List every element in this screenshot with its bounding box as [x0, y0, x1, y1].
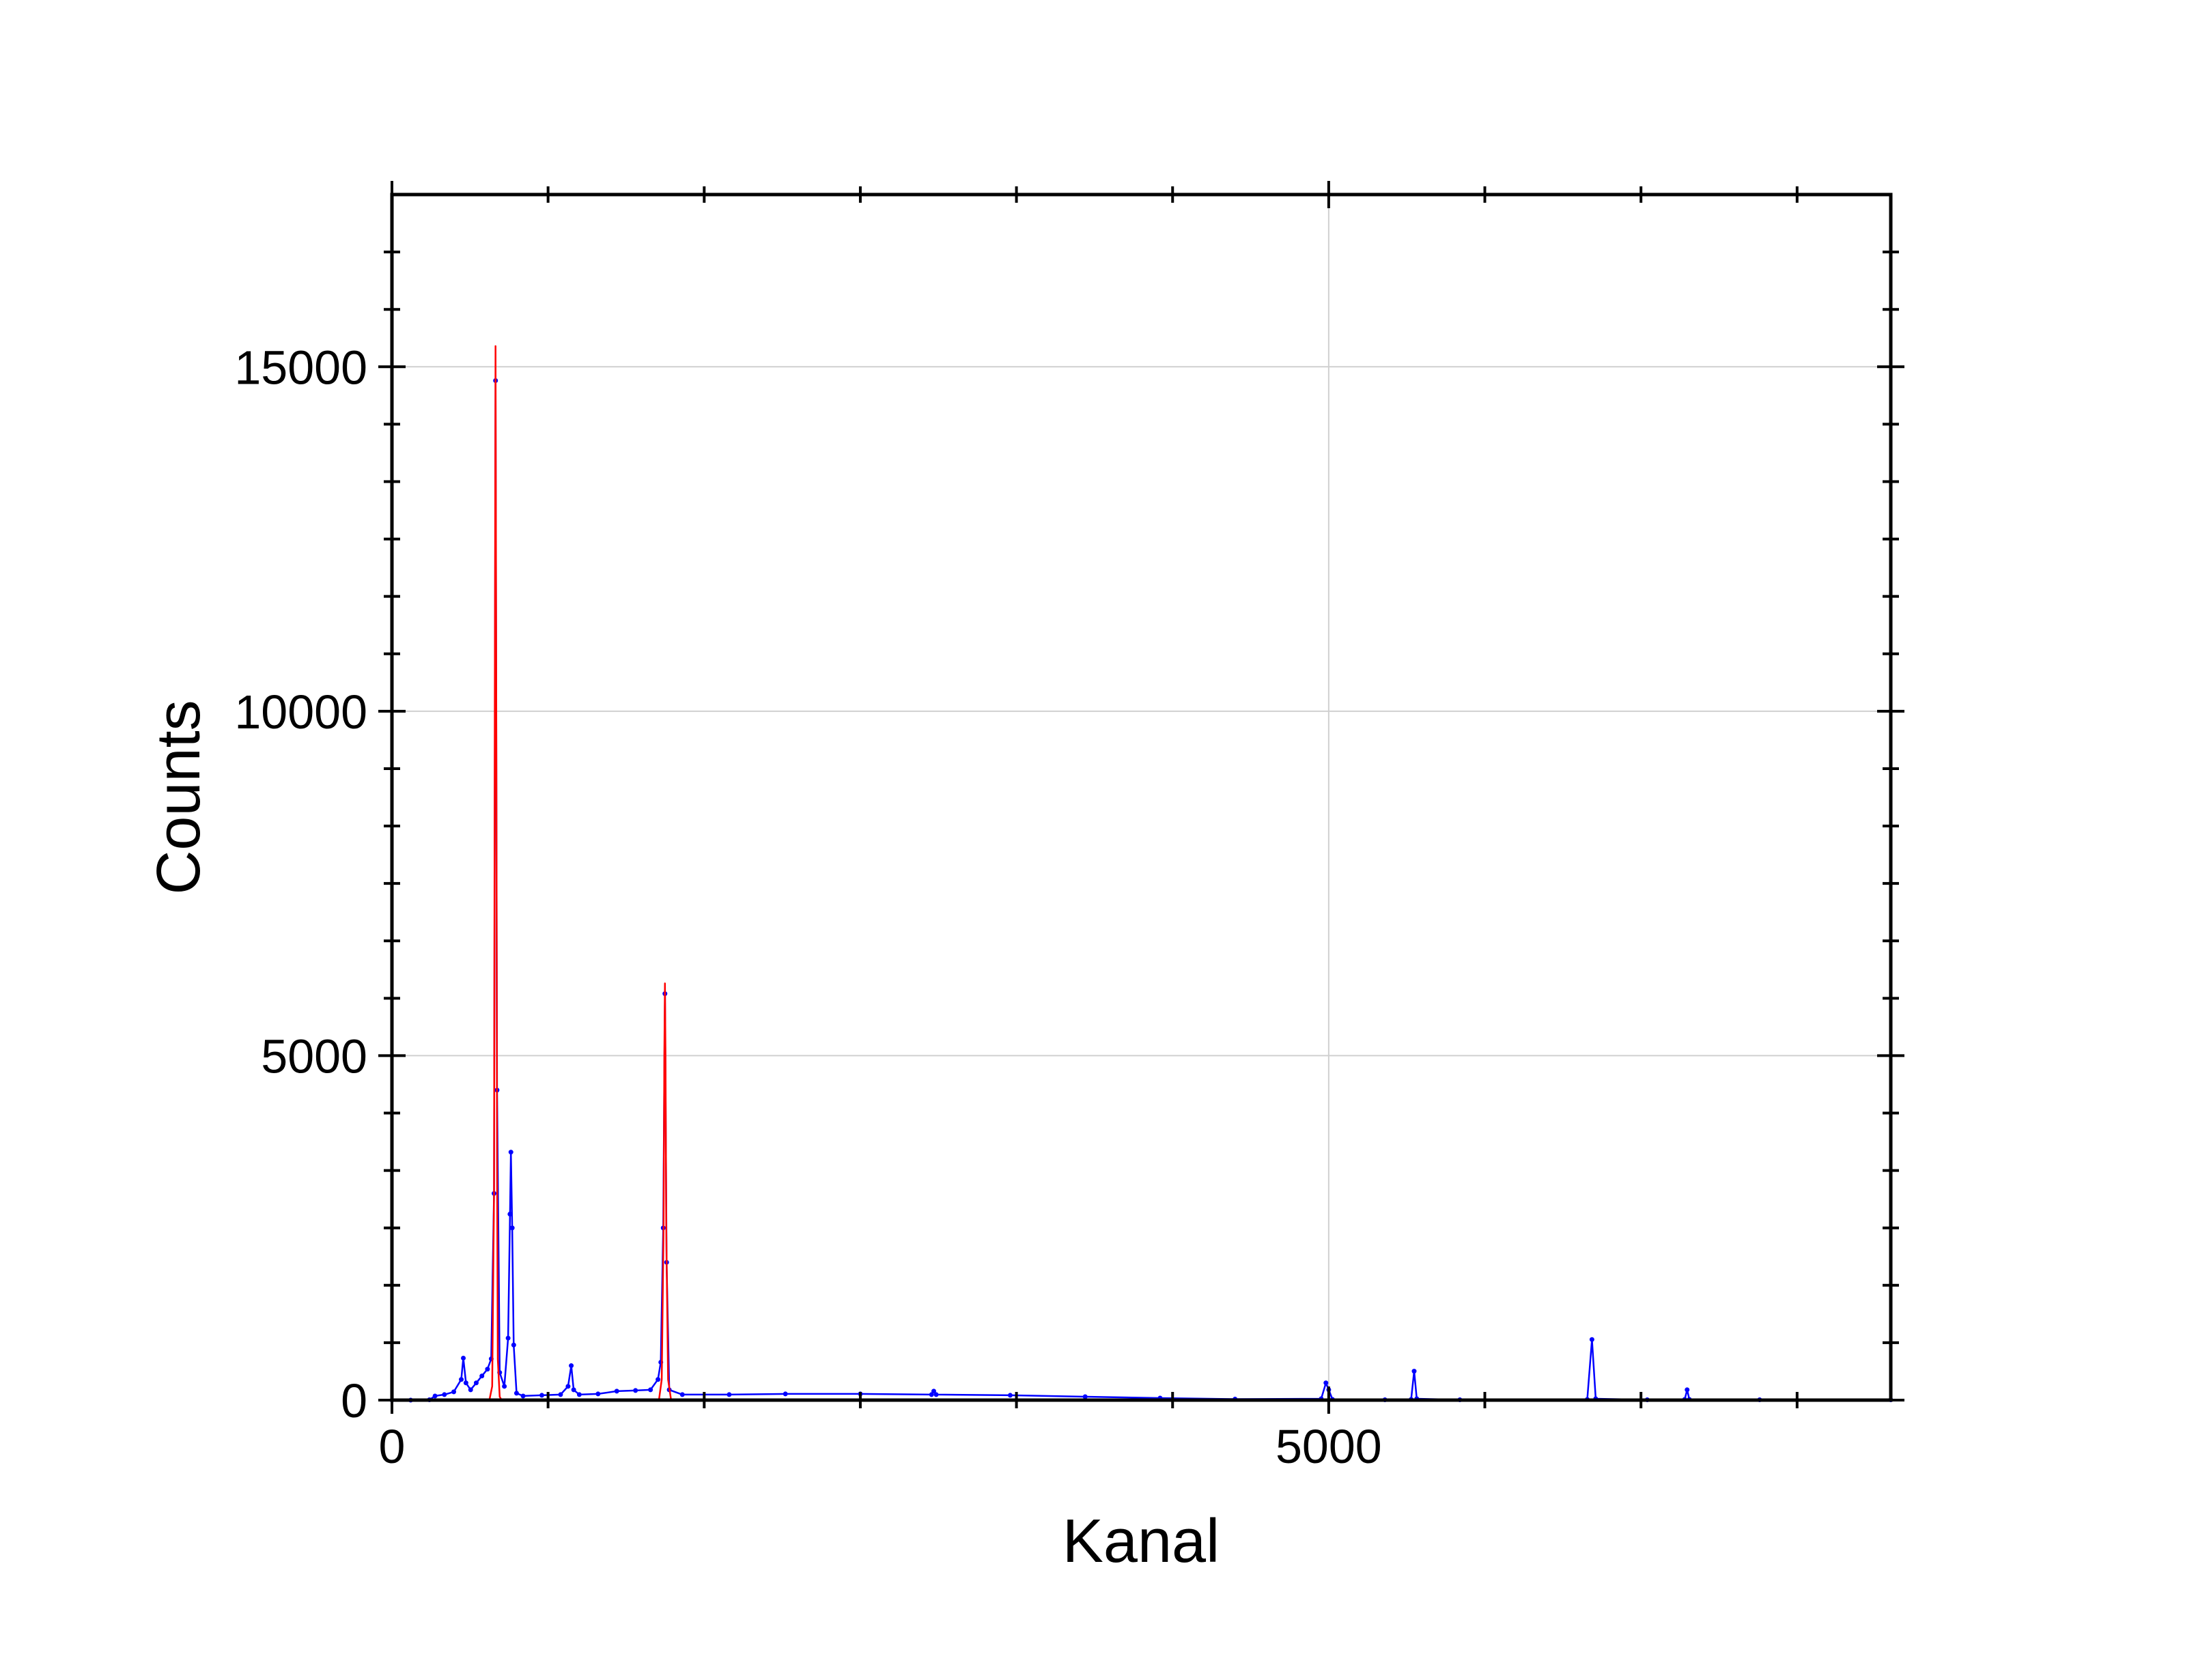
data-point: [929, 1392, 934, 1397]
data-point: [1323, 1380, 1329, 1386]
data-point: [463, 1380, 468, 1386]
data-point: [571, 1387, 576, 1393]
data-point: [442, 1392, 447, 1397]
data-point: [479, 1373, 485, 1379]
data-point: [509, 1225, 515, 1231]
series-line: [392, 380, 1891, 1401]
data-point: [1589, 1337, 1594, 1342]
data-point: [933, 1392, 939, 1397]
data-point: [461, 1355, 466, 1361]
series-line: [488, 345, 673, 1401]
data-point: [1082, 1394, 1088, 1399]
data-point: [468, 1387, 473, 1393]
data-point: [473, 1380, 479, 1386]
data-point: [508, 1150, 513, 1155]
data-point: [459, 1377, 464, 1382]
x-tick-label: 5000: [1276, 1420, 1382, 1473]
x-tick-label: 0: [379, 1420, 406, 1473]
data-point: [648, 1387, 653, 1393]
data-point: [783, 1391, 788, 1397]
data-point: [539, 1393, 544, 1398]
data-point: [1411, 1369, 1417, 1374]
data-point: [633, 1388, 638, 1393]
data-point: [679, 1392, 685, 1397]
data-point: [511, 1342, 516, 1348]
data-point: [432, 1393, 438, 1399]
data-point: [569, 1363, 574, 1369]
data-point: [1685, 1387, 1690, 1393]
data-point: [1007, 1393, 1013, 1398]
data-point: [595, 1391, 601, 1397]
data-point: [451, 1389, 457, 1395]
plot-frame: [390, 193, 1893, 1402]
data-point: [485, 1367, 490, 1372]
data-point: [505, 1335, 511, 1341]
data-point: [656, 1377, 661, 1382]
data-point: [931, 1389, 936, 1394]
data-point: [565, 1384, 571, 1389]
x-axis-title: Kanal: [1062, 1507, 1220, 1576]
y-axis-title: Counts: [145, 700, 213, 894]
data-point: [507, 1212, 513, 1217]
data-point: [558, 1392, 563, 1397]
data-point: [513, 1391, 519, 1396]
data-point: [727, 1392, 732, 1397]
y-tick-label: 5000: [261, 1029, 367, 1083]
data-point: [502, 1384, 507, 1389]
data-point: [576, 1392, 582, 1397]
data-point: [614, 1389, 619, 1394]
y-tick-label: 10000: [234, 685, 367, 739]
y-tick-label: 0: [341, 1374, 367, 1427]
data-point: [520, 1393, 526, 1399]
y-tick-label: 15000: [234, 341, 367, 394]
